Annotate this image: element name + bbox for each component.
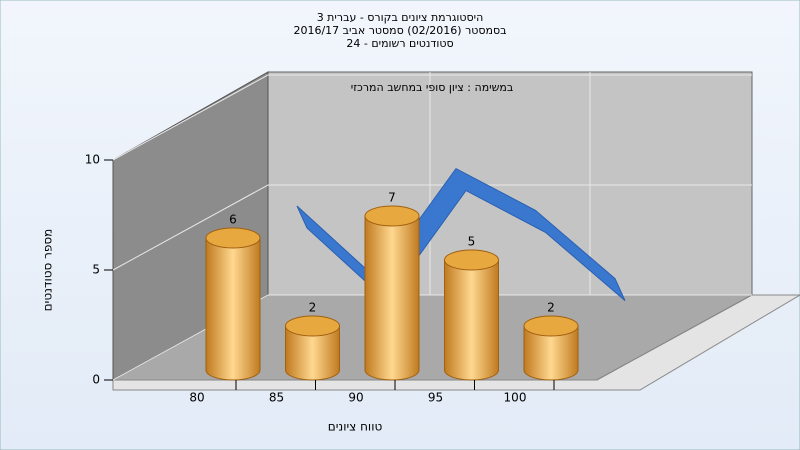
bar [205, 227, 261, 381]
bar-body [444, 259, 499, 381]
x-tick-label: 90 [348, 391, 363, 405]
bar [364, 205, 420, 381]
x-tick-label: 80 [189, 391, 204, 405]
x-tick-label: 100 [504, 391, 527, 405]
bar-body [285, 325, 340, 381]
y-axis-label: מספר סטודנטים [41, 229, 55, 312]
data-label: 5 [468, 235, 476, 249]
y-tick-label: 0 [92, 373, 100, 387]
grid-line [112, 294, 752, 381]
bar-body [205, 237, 261, 381]
x-tick-label: 85 [269, 391, 284, 405]
bar-top [444, 249, 499, 271]
data-label: 7 [388, 191, 396, 205]
data-label: 6 [229, 213, 237, 227]
x-axis-label: טווח ציונים [328, 420, 383, 434]
grid-line [112, 184, 752, 271]
bar-body [523, 325, 579, 381]
data-label: 2 [309, 301, 317, 315]
grid-line [112, 74, 752, 161]
bar-top [523, 315, 579, 337]
plot [112, 74, 752, 381]
bar [523, 315, 579, 381]
bar-top [285, 315, 340, 337]
bar-top [205, 227, 261, 249]
data-label: 2 [547, 301, 555, 315]
ribbon-line [296, 167, 626, 302]
bar-body [364, 215, 420, 381]
bar [444, 249, 499, 381]
y-tick-label: 5 [92, 263, 100, 277]
y-tick-label: 10 [85, 153, 100, 167]
back-wall [267, 71, 753, 296]
title-line: סטודנטים רשומים - 24 [346, 37, 453, 50]
x-tick-label: 95 [428, 391, 443, 405]
bar [285, 315, 340, 381]
annotation: במשימה : ציון סופי במחשב המרכזי [351, 81, 514, 94]
title-line: בסמסטר (02/2016) סמסטר אביב 2016/17 [293, 24, 506, 37]
bar-top [364, 205, 420, 227]
title-line: היסטוגרמת ציונים בקורס - עברית 3 [317, 11, 484, 24]
